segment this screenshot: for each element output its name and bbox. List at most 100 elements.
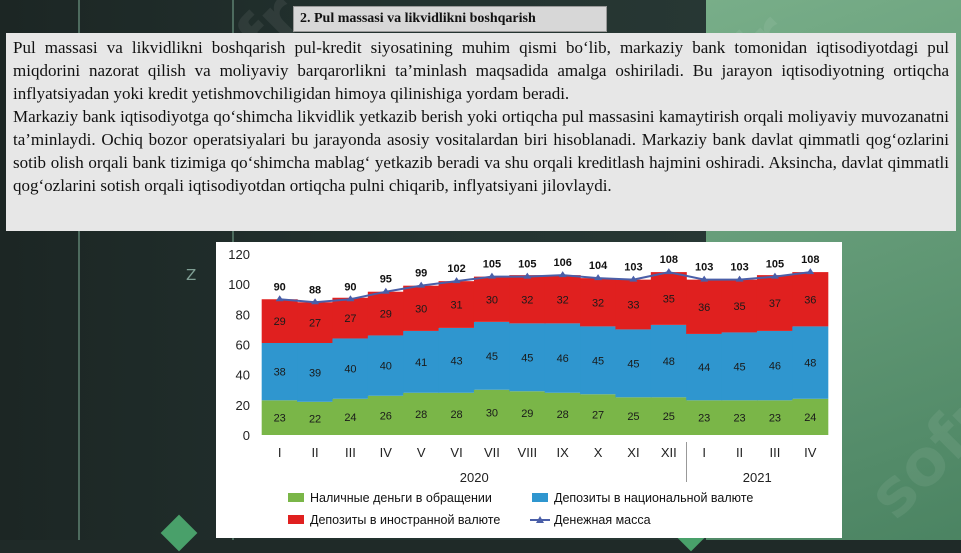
legend-swatch: [288, 493, 304, 502]
data-label: 30: [415, 303, 427, 315]
x-tick-label: III: [345, 445, 356, 460]
bar-segment: [509, 323, 546, 392]
bar-segment: [721, 332, 758, 401]
bar-segment: [367, 335, 404, 396]
data-label: 22: [309, 413, 321, 425]
total-label: 95: [380, 274, 392, 286]
data-label: 36: [804, 294, 816, 306]
bar-segment: [686, 279, 723, 334]
bar-segment: [509, 391, 546, 435]
x-tick-label: VIII: [518, 445, 538, 460]
data-label: 30: [486, 294, 498, 306]
x-tick-label: II: [311, 445, 318, 460]
bar-segment: [403, 330, 440, 393]
data-label: 45: [733, 361, 745, 373]
bar-segment: [615, 397, 652, 435]
paragraph-2: Markaziy bank iqtisodiyotga qo‘shimcha l…: [13, 107, 949, 195]
money-supply-point: [558, 271, 567, 278]
x-tick-label: XII: [661, 445, 677, 460]
total-label: 99: [415, 268, 427, 280]
money-supply-point: [806, 268, 815, 275]
data-label: 28: [557, 409, 569, 421]
bar-segment: [615, 279, 652, 330]
decor-line: [78, 0, 80, 540]
total-label: 102: [447, 263, 465, 275]
bar-segment: [332, 398, 369, 435]
data-label: 33: [627, 300, 639, 312]
total-label: 108: [660, 254, 678, 266]
bar-segment: [332, 297, 369, 339]
total-label: 103: [730, 262, 748, 274]
x-tick-label: IV: [804, 445, 817, 460]
money-supply-point: [629, 275, 638, 282]
year-label: 2020: [460, 470, 489, 485]
data-label: 32: [557, 294, 569, 306]
data-label: 26: [380, 410, 392, 422]
total-label: 105: [766, 259, 784, 271]
x-tick-label: VI: [450, 445, 462, 460]
bar-segment: [297, 302, 334, 343]
data-label: 45: [627, 358, 639, 370]
bar-segment: [756, 330, 793, 401]
money-supply-point: [735, 275, 744, 282]
y-tick-label: 20: [236, 398, 250, 413]
money-supply-point: [381, 287, 390, 294]
legend-swatch: [288, 515, 304, 524]
bar-segment: [438, 281, 475, 328]
bar-segment: [686, 333, 723, 401]
data-label: 46: [557, 353, 569, 365]
data-label: 40: [380, 361, 392, 373]
data-label: 25: [627, 411, 639, 423]
bar-segment: [367, 395, 404, 435]
money-supply-point: [311, 298, 320, 305]
bar-segment: [544, 323, 581, 393]
legend-label: Наличные деньги в обращении: [310, 491, 492, 505]
bar-segment: [297, 342, 334, 402]
y-tick-label: 100: [228, 277, 250, 292]
section-heading: 2. Pul massasi va likvidlikni boshqarish: [293, 6, 607, 32]
bar-segment: [297, 401, 334, 435]
bar-segment: [438, 392, 475, 435]
bar-segment: [580, 278, 617, 327]
total-label: 90: [274, 281, 286, 293]
data-label: 43: [450, 355, 462, 367]
data-label: 32: [521, 294, 533, 306]
bar-segment: [650, 272, 687, 325]
total-label: 106: [554, 257, 572, 269]
y-tick-label: 120: [228, 247, 250, 262]
bar-segment: [544, 392, 581, 435]
paragraph-1: Pul massasi va likvidlikni boshqarish pu…: [13, 38, 949, 103]
bar-segment: [403, 392, 440, 435]
bar-segment: [261, 400, 298, 435]
y-tick-label: 0: [243, 428, 250, 443]
data-label: 28: [415, 409, 427, 421]
body-text-box: Pul massasi va likvidlikni boshqarish pu…: [6, 33, 956, 231]
bar-segment: [580, 326, 617, 395]
data-label: 46: [769, 361, 781, 373]
x-tick-label: III: [770, 445, 781, 460]
bar-segment: [403, 285, 440, 331]
data-label: 44: [698, 362, 710, 374]
data-label: 23: [769, 413, 781, 425]
bar-segment: [650, 397, 687, 435]
money-supply-chart: 0 20 40 60 80 100 120 23 38 29 I 22 39 27 II 24 40 27 III 2…: [216, 242, 842, 538]
bar-segment: [261, 299, 298, 343]
data-label: 29: [274, 316, 286, 328]
data-label: 35: [733, 301, 745, 313]
bar-segment: [261, 342, 298, 401]
money-supply-point: [770, 272, 779, 279]
bar-segment: [332, 338, 369, 399]
money-supply-line: [279, 271, 811, 304]
x-tick-label: I: [702, 445, 706, 460]
data-label: 23: [698, 413, 710, 425]
bar-segment: [756, 275, 793, 331]
total-label: 104: [589, 260, 608, 272]
bar-segment: [473, 389, 510, 435]
money-supply-point: [594, 274, 603, 281]
bar-segment: [686, 400, 723, 435]
x-tick-label: X: [594, 445, 603, 460]
bar-segment: [792, 326, 829, 399]
data-label: 25: [663, 411, 675, 423]
x-tick-label: II: [736, 445, 743, 460]
total-label: 108: [801, 254, 819, 266]
